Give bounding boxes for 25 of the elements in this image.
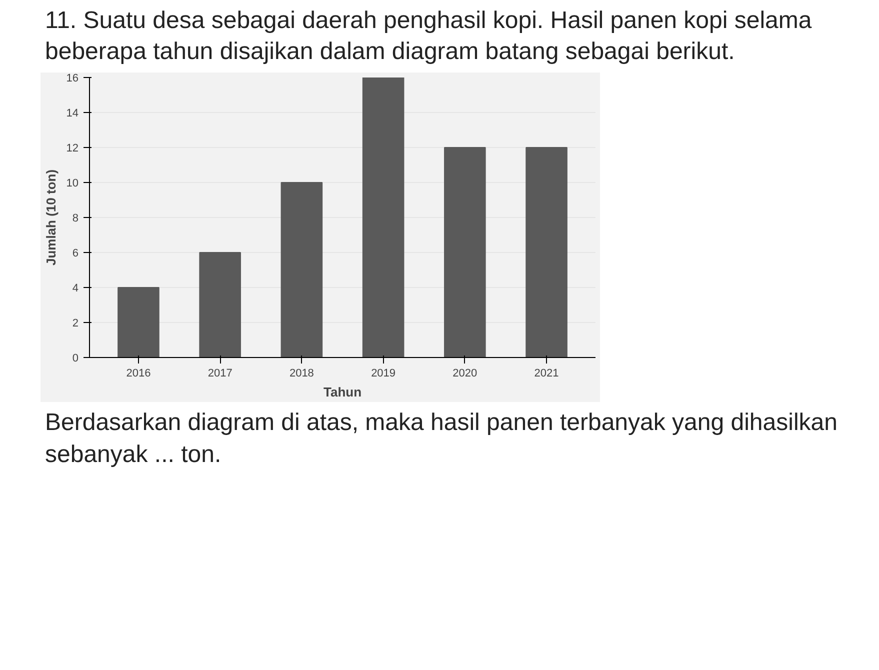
x-axis-title: Tahun: [323, 384, 362, 400]
text: Berdasarkan diagram di atas, maka hasil panen terbanyak yang dihasilkan sebanyak ... ton.: [45, 408, 838, 470]
bar: [362, 78, 404, 358]
x-tick-label: 2020: [452, 368, 478, 380]
y-tick-label: 2: [72, 318, 79, 330]
x-tick-label: 2019: [371, 368, 396, 380]
bar: [526, 147, 568, 358]
y-axis-title: Jumlah (10 ton): [43, 170, 58, 266]
x-tick-label: 2016: [126, 368, 151, 380]
bar: [199, 252, 241, 358]
y-tick-label: 10: [66, 178, 79, 190]
y-tick-label: 8: [72, 212, 79, 225]
bar: [444, 147, 486, 358]
x-tick-label: 2017: [208, 368, 232, 380]
y-tick-label: 12: [66, 142, 79, 155]
y-tick-label: 16: [66, 72, 79, 85]
y-tick-label: 4: [72, 282, 79, 295]
y-tick-label: 0: [72, 352, 79, 365]
x-tick-label: 2018: [289, 368, 314, 380]
y-tick-label: 14: [66, 108, 79, 120]
x-tick-label: 2021: [534, 368, 559, 380]
bar: [118, 287, 160, 358]
chart-title: 11. Suatu desa sebagai daerah penghasil kopi. Hasil panen kopi selama beberapa tahun disajikan dalam diagram batang sebagai berikut.: [45, 6, 813, 68]
y-tick-label: 6: [72, 248, 79, 260]
bar: [280, 182, 323, 358]
